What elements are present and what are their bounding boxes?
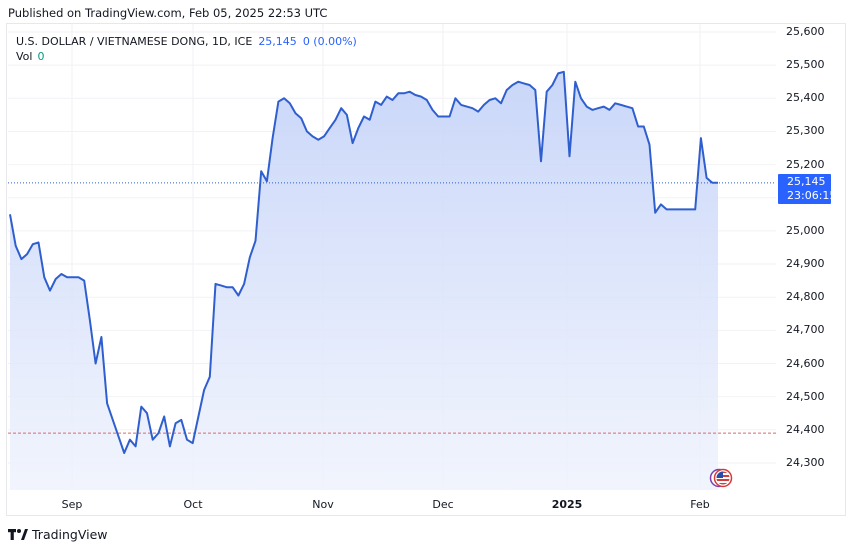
y-axis-label: 24,300 bbox=[786, 455, 825, 469]
y-axis-label: 25,500 bbox=[786, 58, 825, 72]
y-axis-label: 25,400 bbox=[786, 91, 825, 105]
price-area-fill bbox=[10, 71, 718, 491]
symbol-title: U.S. DOLLAR / VIETNAMESE DONG, 1D, ICE bbox=[16, 35, 253, 48]
x-axis-label: Dec bbox=[432, 498, 454, 511]
y-axis-label: 24,500 bbox=[786, 389, 825, 403]
chart-frame bbox=[6, 23, 846, 516]
y-axis-label: 25,000 bbox=[786, 223, 825, 237]
us-flag-event-icon[interactable] bbox=[708, 468, 734, 488]
price-change: 0 (0.00%) bbox=[302, 35, 357, 48]
tradingview-logo[interactable]: TradingView bbox=[8, 527, 108, 542]
brand-name: TradingView bbox=[32, 527, 108, 542]
y-axis-label: 24,600 bbox=[786, 356, 825, 370]
volume-value: 0 bbox=[37, 50, 45, 63]
y-axis-label: 25,200 bbox=[786, 157, 825, 171]
price-tag-countdown: 23:06:15 bbox=[787, 189, 837, 202]
y-axis-label: 24,900 bbox=[786, 257, 825, 271]
price-line bbox=[9, 70, 718, 454]
x-axis-label: Nov bbox=[312, 498, 334, 511]
last-price-tag: 25,145 23:06:15 bbox=[778, 174, 837, 204]
x-axis-label: Feb bbox=[690, 498, 710, 511]
y-axis-label: 24,700 bbox=[786, 323, 825, 337]
x-axis-label: Sep bbox=[61, 498, 83, 511]
published-caption: Published on TradingView.com, Feb 05, 20… bbox=[8, 6, 328, 20]
x-axis-label: 2025 bbox=[551, 498, 583, 511]
price-tag-value: 25,145 bbox=[787, 175, 826, 188]
y-axis-label: 24,800 bbox=[786, 290, 825, 304]
chart-legend: U.S. DOLLAR / VIETNAMESE DONG, 1D, ICE 25… bbox=[16, 34, 357, 64]
volume-label: Vol bbox=[16, 50, 33, 63]
tradingview-logo-icon bbox=[8, 529, 28, 540]
x-axis-label: Oct bbox=[183, 498, 203, 511]
y-axis-label: 24,400 bbox=[786, 422, 825, 436]
y-axis-label: 25,600 bbox=[786, 25, 825, 38]
y-axis-label: 25,300 bbox=[786, 124, 825, 138]
last-price: 25,145 bbox=[258, 35, 297, 48]
